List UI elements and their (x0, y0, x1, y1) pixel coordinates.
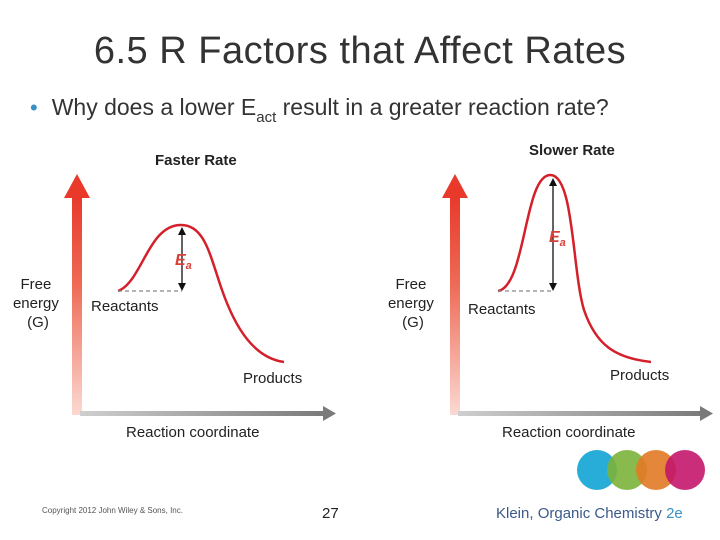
ea-arrow-head-top (178, 227, 186, 235)
y-axis-label: Free energy (G) (13, 276, 63, 331)
diagram-slower-rate: Slower Rate Free energy (G) Ea Reactants… (388, 142, 713, 441)
y-axis (450, 196, 460, 415)
energy-curve (117, 223, 285, 364)
publisher-logo-circles (577, 450, 705, 490)
reactants-label: Reactants (91, 298, 159, 315)
book-credit: Klein, Organic Chemistry 2e (496, 505, 683, 522)
products-label: Products (610, 367, 669, 384)
diagram-faster-rate: Faster Rate Free energy (G) Ea Reactants… (13, 152, 336, 441)
bullet-icon: • (30, 95, 38, 120)
bullet-subscript: act (256, 109, 277, 126)
bullet-question: • Why does a lower Eact result in a great… (30, 94, 609, 126)
x-axis-arrowhead (700, 406, 713, 421)
x-axis-arrowhead (323, 406, 336, 421)
ea-arrow-head-bottom (549, 283, 557, 291)
x-axis-label: Reaction coordinate (502, 424, 635, 441)
bullet-text-start: Why does a lower E (51, 94, 257, 120)
x-axis-label: Reaction coordinate (126, 424, 259, 441)
ea-arrow-head-top (549, 178, 557, 186)
x-axis (80, 411, 325, 416)
y-axis (72, 196, 82, 415)
logo-circle-orange (636, 450, 676, 490)
ea-arrow-head-bottom (178, 283, 186, 291)
y-axis-arrowhead (64, 174, 90, 198)
slide-title: 6.5 R Factors that Affect Rates (93, 30, 627, 72)
ea-label: Ea (549, 229, 566, 249)
x-axis (458, 411, 702, 416)
ea-label: Ea (175, 252, 192, 272)
logo-circle-blue (577, 450, 617, 490)
logo-circle-green (607, 450, 647, 490)
edition: 2e (666, 505, 683, 522)
y-axis-arrowhead (442, 174, 468, 198)
page-number: 27 (322, 505, 339, 522)
reactants-label: Reactants (468, 301, 536, 318)
bullet-text-end: result in a greater reaction rate? (276, 94, 609, 120)
diagram-heading: Faster Rate (155, 152, 237, 169)
logo-circle-magenta (665, 450, 705, 490)
energy-curve (497, 173, 652, 364)
diagram-heading: Slower Rate (529, 142, 615, 159)
products-label: Products (243, 370, 302, 387)
y-axis-label: Free energy (G) (388, 276, 438, 331)
copyright-text: Copyright 2012 John Wiley & Sons, Inc. (42, 506, 183, 515)
